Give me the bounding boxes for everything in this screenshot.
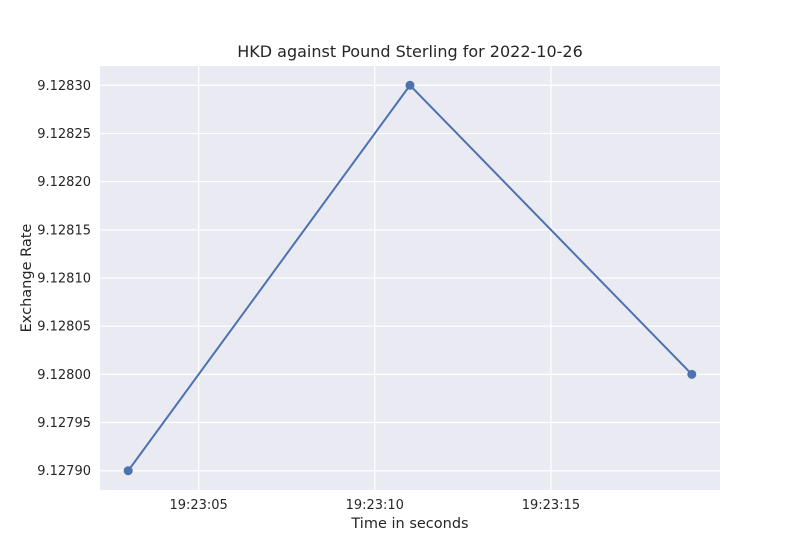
chart-title: HKD against Pound Sterling for 2022-10-2… xyxy=(237,42,583,61)
y-tick-label: 9.12815 xyxy=(37,223,91,238)
x-tick-label: 19:23:15 xyxy=(522,498,580,513)
y-tick-label: 9.12795 xyxy=(37,416,91,431)
y-tick-label: 9.12825 xyxy=(37,127,91,142)
x-tick-label: 19:23:10 xyxy=(346,498,404,513)
y-tick-label: 9.12830 xyxy=(37,79,91,94)
y-tick-label: 9.12805 xyxy=(37,320,91,335)
x-tick-label: 19:23:05 xyxy=(169,498,227,513)
y-axis-ticks: 9.12790 9.12795 9.12800 9.12805 9.12810 9.128… xyxy=(37,79,91,479)
data-point xyxy=(405,80,415,90)
grid-lines xyxy=(100,66,720,490)
y-tick-label: 9.12790 xyxy=(37,464,91,479)
y-tick-label: 9.12820 xyxy=(37,175,91,190)
y-tick-label: 9.12800 xyxy=(37,368,91,383)
data-point xyxy=(687,369,697,379)
data-point xyxy=(123,466,133,476)
y-tick-label: 9.12810 xyxy=(37,272,91,287)
series-layer xyxy=(123,80,697,476)
x-axis-ticks: 19:23:05 19:23:10 19:23:15 xyxy=(169,498,580,513)
x-axis-label: Time in seconds xyxy=(350,516,468,532)
y-axis-label: Exchange Rate xyxy=(19,224,35,333)
